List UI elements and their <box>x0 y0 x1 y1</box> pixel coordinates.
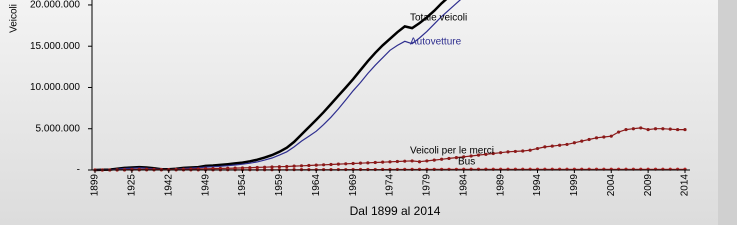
series-marker <box>270 165 274 169</box>
series-marker <box>425 159 429 163</box>
series-label: Totale veicoli <box>410 13 467 24</box>
chart: Veicoli Dal 1899 al 2014 - 5.000.000 10.00… <box>0 0 737 225</box>
series-label: Autovetture <box>410 37 462 48</box>
series-marker <box>609 134 613 138</box>
series-marker <box>602 135 606 139</box>
series-marker <box>410 167 414 171</box>
series-marker <box>358 161 363 165</box>
y-tick-label: 20.000.000 <box>30 0 80 11</box>
series-marker <box>395 167 399 172</box>
series-marker <box>403 167 407 172</box>
x-tick-label: 1969 <box>348 174 359 197</box>
x-axis-title: Dal 1899 al 2014 <box>350 204 441 218</box>
series-marker <box>528 148 532 152</box>
series-marker <box>314 163 318 167</box>
series-marker <box>491 151 495 156</box>
x-tick-label: 1925 <box>127 174 138 197</box>
series-marker <box>676 127 680 132</box>
series-marker <box>484 152 488 156</box>
series-marker <box>336 162 340 166</box>
series-marker <box>277 165 281 169</box>
x-tick-label: 1959 <box>274 174 285 197</box>
series-marker <box>506 150 510 154</box>
series-marker <box>373 160 377 165</box>
series-marker <box>469 154 473 158</box>
series-marker <box>565 142 569 147</box>
x-tick-label: 1989 <box>495 174 506 197</box>
y-tick-label: 5.000.000 <box>36 123 81 134</box>
series-marker <box>263 165 267 169</box>
series-marker <box>403 159 407 163</box>
series-marker <box>440 157 444 161</box>
series-marker <box>417 160 422 164</box>
series-marker <box>646 127 650 132</box>
x-tick-label: 2004 <box>606 174 617 197</box>
series-marker <box>631 127 635 131</box>
x-tick-label: 2014 <box>680 174 691 197</box>
y-tick-label: 15.000.000 <box>30 41 80 52</box>
series-marker <box>381 167 385 172</box>
series-marker <box>344 162 348 166</box>
series-marker <box>535 146 540 151</box>
series-marker <box>410 159 414 163</box>
series-marker <box>594 136 599 140</box>
x-tick-label: 1942 <box>163 174 174 197</box>
x-tick-label: 1949 <box>200 174 211 197</box>
series-marker <box>558 143 562 147</box>
series-marker <box>499 151 503 155</box>
series-marker <box>580 139 584 143</box>
series-marker <box>617 130 621 134</box>
series-marker <box>373 167 377 172</box>
x-tick-label: 1974 <box>385 174 396 197</box>
series-marker <box>668 127 672 131</box>
series-marker <box>521 149 525 153</box>
series-marker <box>572 141 576 145</box>
series-marker <box>550 144 554 148</box>
series-marker <box>292 164 296 168</box>
series-marker <box>366 167 370 172</box>
series-marker <box>587 137 591 142</box>
series-marker <box>285 164 289 169</box>
series-marker <box>381 160 385 164</box>
series-label: Veicoli per le merci <box>410 146 494 157</box>
x-tick-label: 1964 <box>311 174 322 197</box>
y-tick-label: - <box>77 165 80 176</box>
x-tick-label: 1979 <box>422 174 433 197</box>
series-marker <box>307 163 311 168</box>
series-marker <box>395 159 399 164</box>
series-marker <box>255 165 259 170</box>
series-label: Bus <box>458 157 475 168</box>
side-panel <box>718 0 737 225</box>
series-marker <box>454 156 458 160</box>
series-marker <box>476 153 481 157</box>
series-marker <box>299 164 304 168</box>
background <box>0 0 737 225</box>
x-tick-label: 1899 <box>90 174 101 197</box>
series-marker <box>322 163 326 167</box>
series-marker <box>366 161 370 165</box>
series-marker <box>388 160 392 164</box>
y-axis-title: Veicoli <box>9 4 20 33</box>
series-marker <box>683 127 687 132</box>
x-tick-label: 2009 <box>643 174 654 197</box>
series-marker <box>447 156 451 161</box>
x-tick-label: 1954 <box>237 174 248 197</box>
series-marker <box>661 127 665 131</box>
series-marker <box>351 161 355 166</box>
x-tick-label: 1999 <box>569 174 580 197</box>
y-tick-label: 10.000.000 <box>30 82 80 93</box>
x-tick-label: 1994 <box>532 174 543 197</box>
series-marker <box>543 145 547 149</box>
series-marker <box>513 149 517 154</box>
series-marker <box>653 127 658 131</box>
series-marker <box>639 126 643 130</box>
series-marker <box>329 162 333 167</box>
series-marker <box>624 127 628 132</box>
series-marker <box>432 158 436 162</box>
x-tick-label: 1984 <box>458 174 469 197</box>
series-marker <box>462 155 466 159</box>
